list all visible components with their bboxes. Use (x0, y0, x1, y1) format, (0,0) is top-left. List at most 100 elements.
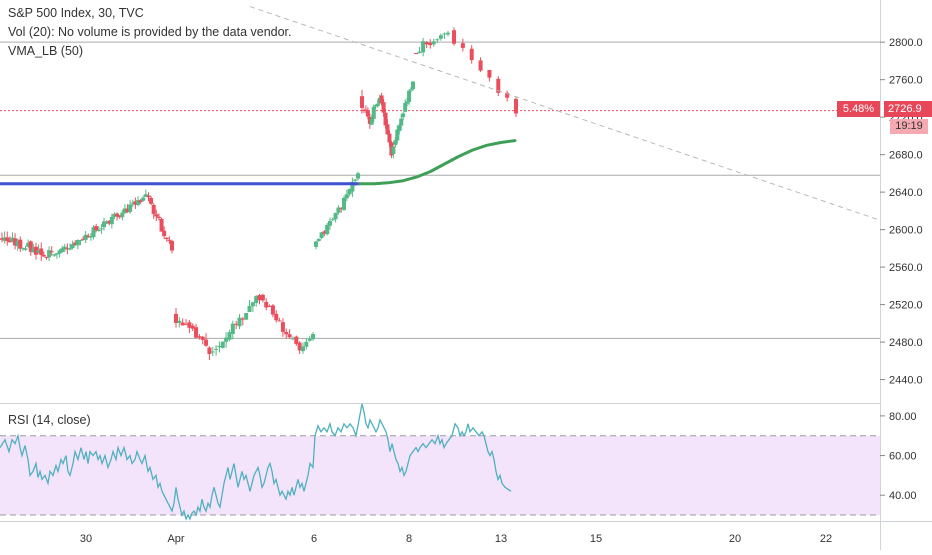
candle-body (333, 212, 338, 220)
candle-body (220, 341, 225, 348)
candle-body (417, 51, 422, 54)
candle-body (260, 294, 265, 301)
candle-body (381, 102, 386, 113)
price-tick-label: 2560.0 (889, 262, 923, 274)
candle-body (393, 140, 398, 145)
candle-body (424, 42, 429, 45)
candle-body (277, 320, 282, 322)
candle-body (409, 89, 414, 91)
candle-body (514, 98, 518, 114)
price-tick-label: 2760.0 (889, 75, 923, 87)
volume-legend[interactable]: Vol (20): No volume is provided by the d… (8, 25, 292, 39)
candle-body (60, 248, 65, 252)
candle-body (330, 219, 335, 221)
candle-body (57, 250, 62, 254)
candle-body (395, 129, 400, 141)
candle-body (469, 48, 474, 61)
candle-body (204, 339, 209, 346)
price-axis[interactable]: 2440.0 2480.0 2520.0 2560.0 2600.0 2640.0 2680… (880, 37, 923, 387)
candle-body (200, 336, 205, 340)
candle-body (117, 215, 122, 218)
price-tick-label: 2800.0 (889, 37, 923, 49)
price-tick-label: 2440.0 (889, 375, 923, 387)
candle-body (20, 247, 25, 249)
candle-body (184, 323, 189, 325)
symbol-legend[interactable]: S&P 500 Index, 30, TVC (8, 6, 144, 20)
candle-body (10, 237, 15, 242)
candle-body (240, 318, 245, 320)
time-axis[interactable]: 30 Apr 6 8 13 15 20 22 (80, 533, 832, 545)
candle-body (322, 231, 327, 234)
vma-legend[interactable]: VMA_LB (50) (8, 44, 84, 58)
candle-body (15, 240, 20, 247)
candle-body (187, 322, 192, 328)
time-tick-label: 15 (590, 533, 602, 545)
candle-body (290, 338, 295, 340)
rsi-line (0, 403, 512, 521)
time-tick-label: 13 (495, 533, 507, 545)
bar-countdown-tag: 19:19 (890, 119, 928, 134)
price-tick-label: 2520.0 (889, 300, 923, 312)
candle-body (336, 207, 341, 213)
candle-body (39, 248, 44, 255)
candle-body (120, 212, 125, 218)
candle-body (363, 109, 368, 111)
rsi-band (0, 435, 880, 516)
percent-change-tag: 5.48% (837, 101, 880, 117)
candle-body (217, 345, 222, 348)
candle-body (230, 323, 235, 334)
candle-body (133, 201, 138, 205)
rsi-pane[interactable]: 40.00 60.00 80.00 (0, 403, 917, 521)
candle-body (438, 35, 443, 39)
candles-series (0, 27, 518, 361)
candle-body (250, 302, 255, 307)
candle-body (13, 238, 18, 246)
candle-body (141, 197, 146, 201)
candle-body (244, 313, 249, 320)
price-tick-label: 2640.0 (889, 187, 923, 199)
candle-body (369, 118, 374, 125)
candle-body (156, 216, 161, 218)
time-tick-label: 6 (311, 533, 317, 545)
candle-body (112, 213, 117, 217)
candle-body (28, 241, 33, 252)
candle-body (391, 146, 396, 154)
rsi-legend[interactable]: RSI (14, close) (8, 413, 91, 427)
candle-body (86, 235, 91, 238)
candle-body (350, 181, 355, 192)
candle-body (307, 338, 312, 341)
candle-body (264, 301, 269, 308)
candle-body (254, 296, 259, 304)
candle-body (280, 322, 285, 332)
candle-body (138, 200, 143, 202)
candle-body (407, 90, 412, 102)
price-tick-label: 2680.0 (889, 150, 923, 162)
candle-body (356, 173, 360, 179)
candle-body (170, 241, 174, 251)
candle-body (154, 214, 159, 217)
candle-body (339, 207, 344, 209)
price-tick-label: 2600.0 (889, 225, 923, 237)
candle-body (0, 238, 4, 240)
candle-body (73, 242, 78, 245)
candle-body (270, 305, 275, 315)
candle-body (375, 103, 380, 107)
candle-body (207, 347, 212, 354)
candle-body (347, 189, 352, 195)
candle-body (325, 224, 330, 235)
candle-body (342, 197, 346, 210)
trend-line (249, 6, 881, 221)
candle-body (149, 197, 154, 204)
candle-body (174, 313, 178, 323)
candle-body (44, 256, 49, 258)
candle-body (78, 240, 83, 242)
candle-body (316, 238, 321, 241)
candle-body (81, 238, 86, 240)
candle-body (75, 239, 80, 246)
rsi-tick-label: 40.00 (889, 490, 917, 502)
candle-body (294, 336, 299, 344)
candle-body (387, 133, 392, 143)
candle-body (353, 179, 358, 181)
